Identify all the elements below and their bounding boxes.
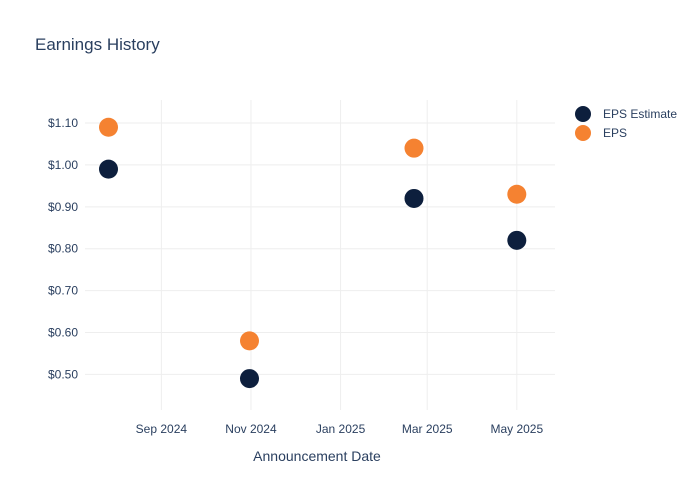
legend-marker: [575, 106, 591, 122]
eps-point: [240, 331, 259, 351]
eps-point: [99, 117, 118, 137]
axes: $0.50 $0.60 $0.70 $0.80 $0.90 $1.00 $1.10 Sep 2…: [48, 116, 544, 436]
y-tick-label: $0.50: [48, 367, 78, 381]
x-tick-label: Sep 2024: [136, 422, 188, 436]
eps-point: [404, 138, 424, 158]
legend-label: EPS: [603, 126, 627, 140]
x-tick-label: Nov 2024: [225, 422, 277, 436]
y-tick-label: $0.90: [48, 200, 78, 214]
y-tick-label: $0.80: [48, 242, 78, 256]
y-tick-label: $0.70: [48, 284, 78, 298]
eps-estimate-point: [240, 369, 259, 389]
eps-estimate-point: [507, 230, 527, 250]
eps-estimate-point: [99, 159, 118, 179]
legend: EPS Estimate EPS: [575, 106, 677, 141]
eps-estimate-point: [404, 188, 424, 208]
y-tick-label: $0.60: [48, 326, 78, 340]
x-tick-label: Jan 2025: [316, 422, 366, 436]
gridlines: [85, 100, 555, 410]
x-axis-title: Announcement Date: [253, 448, 381, 464]
data-points: [99, 117, 527, 389]
legend-label: EPS Estimate: [603, 107, 677, 121]
x-tick-label: Mar 2025: [402, 422, 453, 436]
eps-point: [507, 184, 527, 204]
legend-marker: [575, 125, 591, 141]
chart-title: Earnings History: [35, 35, 160, 54]
y-tick-label: $1.10: [48, 116, 78, 130]
x-tick-label: May 2025: [490, 422, 543, 436]
y-tick-label: $1.00: [48, 158, 78, 172]
